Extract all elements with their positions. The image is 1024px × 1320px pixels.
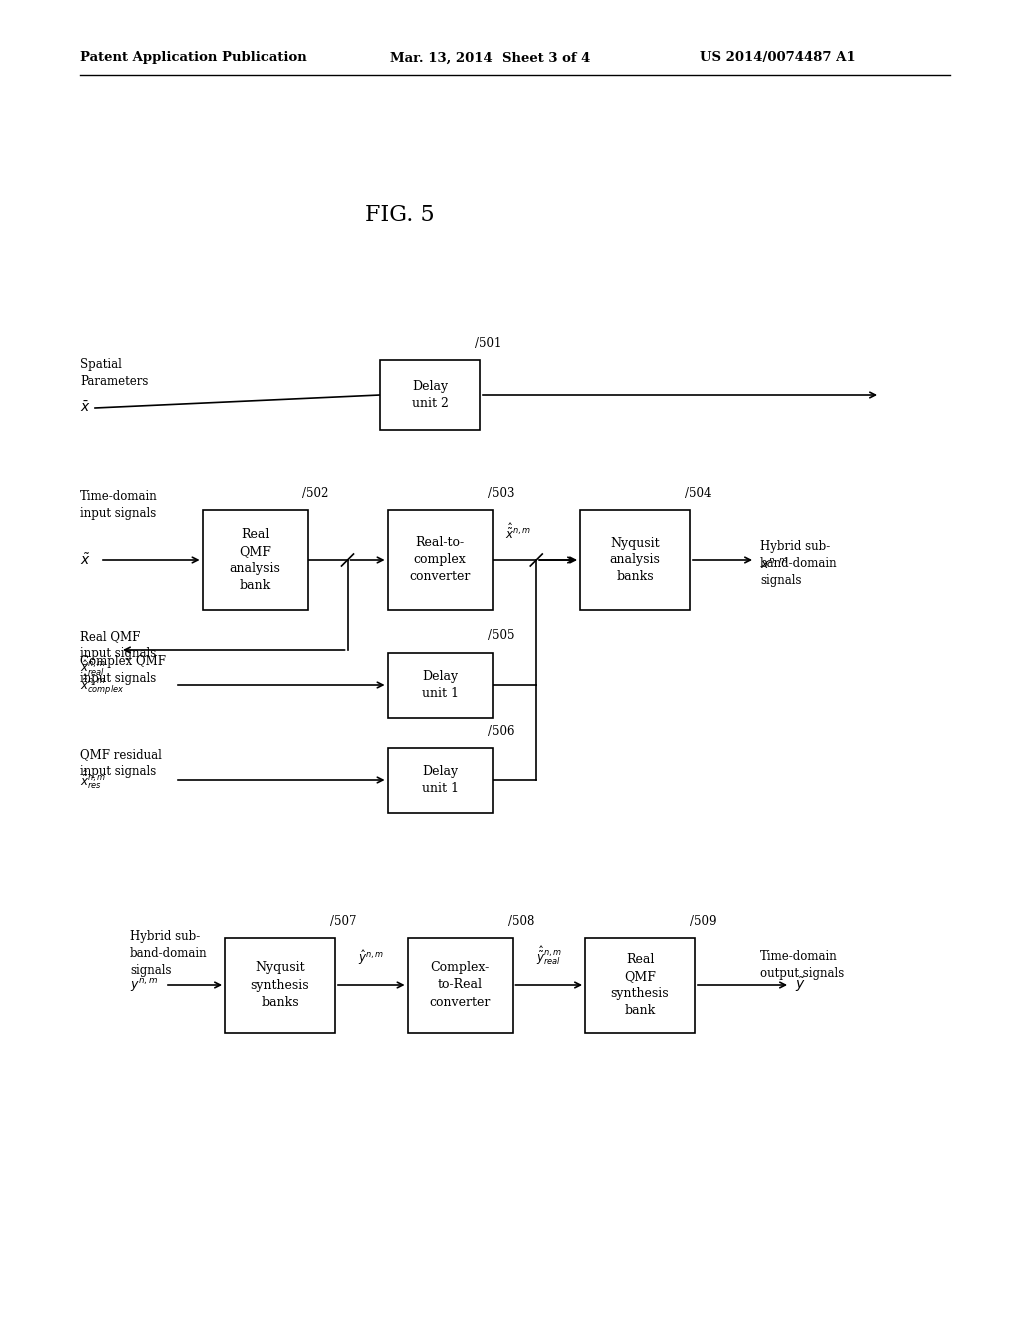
Text: $\hat{\tilde{x}}^{n,m}_{res}$: $\hat{\tilde{x}}^{n,m}_{res}$ — [80, 768, 106, 792]
Text: QMF residual
input signals: QMF residual input signals — [80, 748, 162, 777]
Text: $\hat{\tilde{x}}^{n,m}_{complex}$: $\hat{\tilde{x}}^{n,m}_{complex}$ — [80, 673, 125, 697]
Text: /502: /502 — [302, 487, 329, 500]
Text: /506: /506 — [487, 725, 514, 738]
Text: $\hat{y}^{n,m}$: $\hat{y}^{n,m}$ — [358, 948, 384, 968]
Text: $x^{n,m}$: $x^{n,m}$ — [760, 558, 788, 572]
Text: Patent Application Publication: Patent Application Publication — [80, 51, 307, 65]
Bar — [580, 510, 690, 610]
Text: FIG. 5: FIG. 5 — [366, 205, 435, 226]
Bar — [225, 937, 335, 1032]
Text: $\hat{\tilde{y}}^{n,m}_{real}$: $\hat{\tilde{y}}^{n,m}_{real}$ — [536, 944, 562, 968]
Bar — [387, 510, 493, 610]
Text: Real
QMF
synthesis
bank: Real QMF synthesis bank — [610, 953, 670, 1016]
Bar — [387, 747, 493, 813]
Bar — [203, 510, 307, 610]
Text: Nyqusit
synthesis
banks: Nyqusit synthesis banks — [251, 961, 309, 1008]
Text: $\tilde{y}$: $\tilde{y}$ — [795, 975, 806, 994]
Text: Hybrid sub-
band-domain
signals: Hybrid sub- band-domain signals — [130, 931, 208, 977]
Text: /503: /503 — [487, 487, 514, 500]
Text: /505: /505 — [487, 630, 514, 643]
Text: $\hat{x}^{n,m}_{real}$: $\hat{x}^{n,m}_{real}$ — [80, 659, 106, 677]
Text: Real
QMF
analysis
bank: Real QMF analysis bank — [229, 528, 281, 591]
Text: /508: /508 — [508, 915, 534, 928]
Text: Complex-
to-Real
converter: Complex- to-Real converter — [429, 961, 490, 1008]
Text: US 2014/0074487 A1: US 2014/0074487 A1 — [700, 51, 856, 65]
Text: Time-domain
output signals: Time-domain output signals — [760, 950, 844, 979]
Bar — [408, 937, 512, 1032]
Text: $\hat{\tilde{x}}^{n,m}$: $\hat{\tilde{x}}^{n,m}$ — [505, 523, 531, 543]
Text: $y^{n,m}$: $y^{n,m}$ — [130, 977, 159, 994]
Text: Real-to-
complex
converter: Real-to- complex converter — [410, 536, 471, 583]
Text: /507: /507 — [330, 915, 356, 928]
Text: Hybrid sub-
band-domain
signals: Hybrid sub- band-domain signals — [760, 540, 838, 587]
Text: Time-domain
input signals: Time-domain input signals — [80, 490, 158, 520]
Text: Spatial
Parameters: Spatial Parameters — [80, 358, 148, 388]
Bar — [380, 360, 480, 430]
Text: Delay
unit 1: Delay unit 1 — [422, 671, 459, 700]
Text: Complex QMF
input signals: Complex QMF input signals — [80, 655, 166, 685]
Text: Nyqusit
analysis
banks: Nyqusit analysis banks — [609, 536, 660, 583]
Text: Delay
unit 1: Delay unit 1 — [422, 766, 459, 795]
Bar — [585, 937, 695, 1032]
Text: /509: /509 — [690, 915, 717, 928]
Text: /504: /504 — [685, 487, 712, 500]
Text: Real QMF
input signals: Real QMF input signals — [80, 630, 157, 660]
Text: Delay
unit 2: Delay unit 2 — [412, 380, 449, 411]
Text: /501: /501 — [475, 337, 502, 350]
Bar — [387, 652, 493, 718]
Text: $\bar{x}$: $\bar{x}$ — [80, 400, 91, 416]
Text: $\tilde{x}$: $\tilde{x}$ — [80, 552, 91, 568]
Text: Mar. 13, 2014  Sheet 3 of 4: Mar. 13, 2014 Sheet 3 of 4 — [390, 51, 591, 65]
